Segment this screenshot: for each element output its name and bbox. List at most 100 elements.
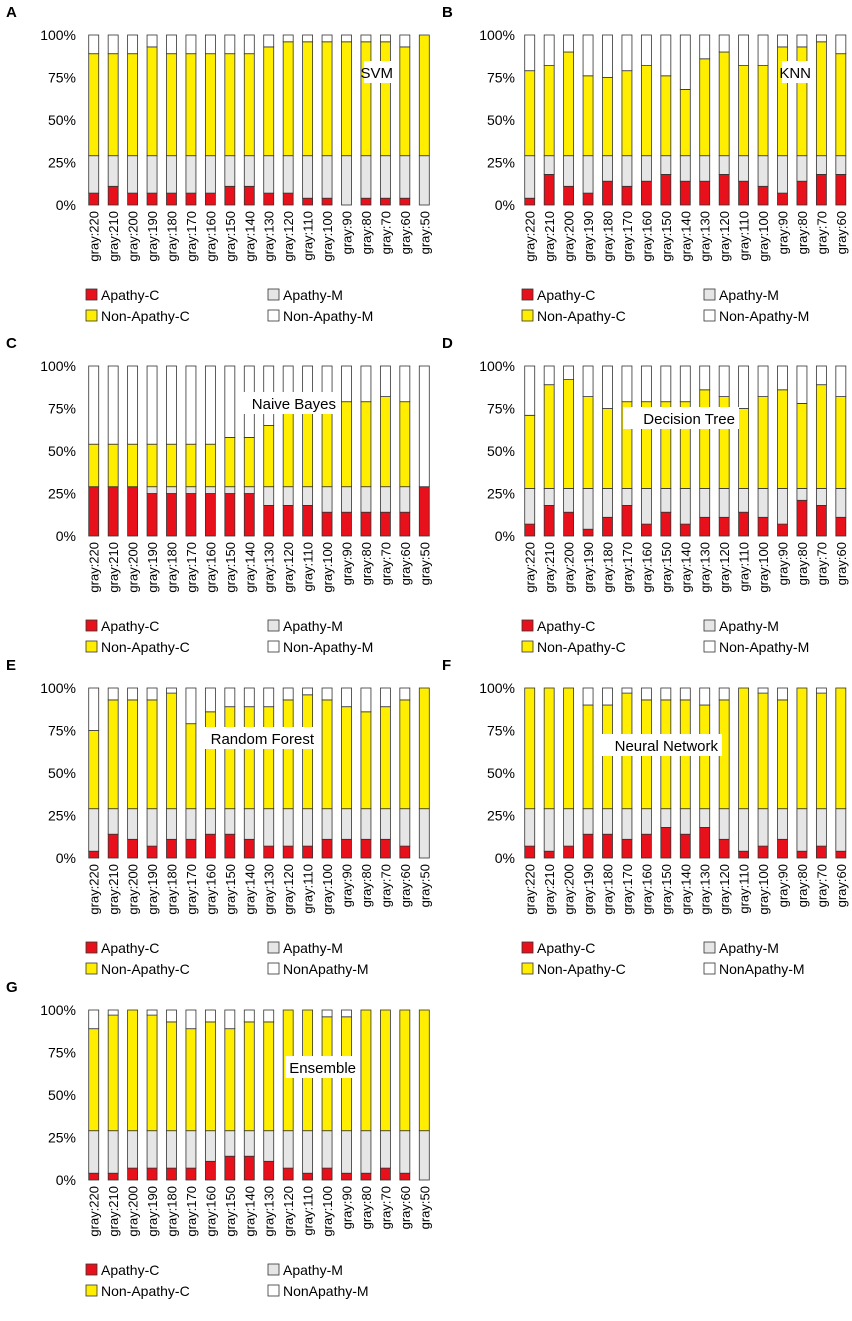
bar-segment-apathy-m [418,808,430,859]
bar-segment-apathy-m [263,486,275,506]
bar-segment-apathy-m [243,808,255,840]
bar-segment-apathy-m [660,487,672,513]
bar-segment-apathy-c [224,833,236,859]
bar-segment-non-apathy-c [621,70,633,157]
bar-segment-apathy-c [835,850,847,859]
bar-segment-apathy-c [263,504,275,537]
bar-segment-apathy-m [127,1130,139,1169]
category-label: gray:70 [378,211,393,254]
bar-segment-apathy-m [602,487,613,518]
bar-segment-non-apathy-m [321,34,333,43]
category-label: gray:190 [581,864,596,915]
bar-segment-apathy-c [815,845,827,859]
bar-segment-apathy-c [224,1155,236,1181]
bar-segment-non-apathy-m [224,365,236,438]
bar-segment-non-apathy-c [679,89,691,157]
category-label: gray:140 [678,864,693,915]
legend-swatch [85,1263,98,1276]
bar-segment-nonapathy-m [107,687,119,701]
bar-segment-non-apathy-c [738,65,750,157]
bar-segment-apathy-m [243,155,255,187]
bar-segment-nonapathy-m [341,687,352,708]
bar-segment-non-apathy-c [204,53,216,157]
bar-segment-apathy-c [699,180,711,206]
category-label: gray:120 [281,211,296,262]
category-label: gray:220 [523,211,538,262]
category-label: gray:160 [203,542,218,593]
bar-segment-non-apathy-c [127,53,139,157]
bar-segment-non-apathy-c [418,687,430,810]
category-label: gray:200 [126,542,141,593]
bar-segment-nonapathy-m [360,687,372,713]
panel-c: C 0% 25% 50% 75% 100% gray:220 gray:210 gray:200… [6,335,432,655]
bar-segment-non-apathy-c [738,408,750,489]
legend-label: Apathy-M [719,940,779,956]
legend-label: Non-Apathy-C [101,308,190,324]
y-tick-label: 0% [495,850,515,866]
y-tick-label: 50% [48,1087,76,1103]
bar-segment-apathy-m [796,808,808,852]
category-label: gray:50 [417,864,432,907]
legend-swatch [703,962,716,975]
legend-swatch [267,288,280,301]
bar-segment-apathy-m [379,155,391,199]
category-label: gray:220 [523,542,538,593]
bar-segment-nonapathy-m [204,1009,216,1023]
bar-segment-apathy-m [738,487,750,513]
bar-segment-non-apathy-m [263,34,275,48]
legend-label: Apathy-C [101,618,159,634]
bar-segment-non-apathy-m [282,34,294,43]
legend-label: Non-Apathy-M [283,639,373,655]
bar-segment-non-apathy-m [418,365,430,488]
bar-segment-non-apathy-c [360,1009,372,1132]
bar-segment-non-apathy-m [582,34,594,77]
bar-segment-apathy-m [282,1130,294,1169]
bar-segment-apathy-c [621,185,633,206]
bar-segment-nonapathy-m [621,687,633,694]
bar-segment-apathy-m [640,808,652,835]
bar-segment-apathy-c [621,838,633,859]
bar-segment-non-apathy-c [107,53,119,157]
bar-segment-apathy-m [418,155,430,206]
bar-segment-apathy-c [204,833,216,859]
bar-segment-apathy-m [146,808,158,847]
bar-segment-apathy-m [815,155,827,175]
bar-segment-apathy-c [543,850,555,859]
bar-segment-apathy-c [738,511,750,537]
legend-swatch [703,619,716,632]
bar-segment-apathy-c [243,493,255,537]
bar-segment-apathy-c [282,845,294,859]
bar-segment-apathy-c [835,173,847,206]
bar-segment-apathy-c [263,192,275,206]
bar-segment-nonapathy-m [582,687,594,706]
bar-segment-apathy-m [524,808,536,847]
bar-segment-apathy-m [224,1130,236,1157]
bar-segment-apathy-c [127,192,139,206]
bar-segment-non-apathy-c [185,1028,197,1132]
bar-segment-apathy-c [321,1167,333,1181]
bar-segment-non-apathy-c [835,396,847,489]
bar-segment-non-apathy-m [835,34,847,55]
bar-segment-apathy-m [582,487,594,530]
bar-segment-non-apathy-m [777,365,788,391]
bar-segment-non-apathy-c [127,443,139,488]
bar-segment-apathy-m [399,1130,411,1174]
y-tick-label: 0% [56,850,76,866]
legend-label: Apathy-M [283,618,343,634]
bar-segment-apathy-c [360,838,372,859]
y-tick-label: 50% [48,765,76,781]
category-label: gray:120 [717,211,732,262]
bar-segment-apathy-m [640,487,652,525]
bar-segment-apathy-c [127,838,139,859]
bar-segment-apathy-m [418,1130,430,1181]
bar-segment-non-apathy-c [835,687,847,810]
bar-segment-non-apathy-c [88,53,100,157]
bar-segment-apathy-m [321,808,333,840]
category-label: gray:90 [776,864,791,907]
bar-segment-nonapathy-m [146,687,158,701]
legend-swatch [521,941,534,954]
bar-segment-apathy-m [127,155,139,194]
bar-segment-non-apathy-c [282,699,294,810]
bar-segment-apathy-m [379,808,391,840]
